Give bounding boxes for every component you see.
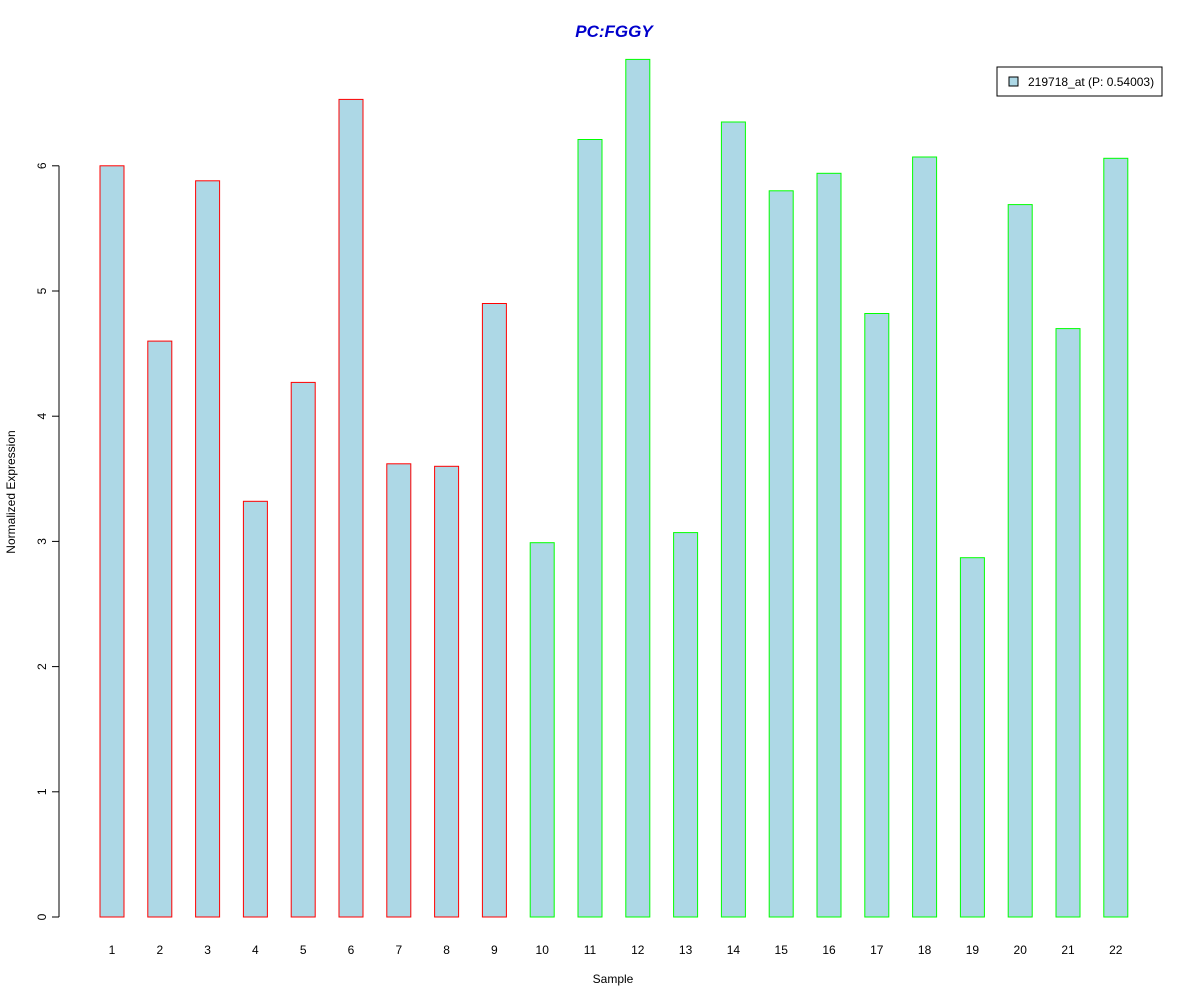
bar-sample-21 bbox=[1055, 328, 1081, 918]
bar-sample-11 bbox=[577, 139, 603, 918]
bar-sample-14 bbox=[720, 121, 746, 918]
legend: 219718_at (P: 0.54003) bbox=[996, 66, 1163, 97]
bar-sample-17 bbox=[864, 313, 890, 918]
x-tick-label: 13 bbox=[679, 943, 693, 957]
y-tick-label: 2 bbox=[35, 663, 49, 670]
x-tick-label: 3 bbox=[204, 943, 211, 957]
y-tick-label: 3 bbox=[35, 538, 49, 545]
chart-title: PC:FGGY bbox=[575, 22, 654, 41]
x-tick-label: 5 bbox=[300, 943, 307, 957]
x-tick-label: 15 bbox=[775, 943, 789, 957]
x-tick-label: 12 bbox=[631, 943, 645, 957]
bar-sample-22 bbox=[1103, 157, 1129, 918]
bar-sample-9 bbox=[481, 303, 507, 918]
bar-sample-7 bbox=[386, 463, 412, 918]
x-tick-label: 14 bbox=[727, 943, 741, 957]
x-tick-label: 17 bbox=[870, 943, 884, 957]
y-tick-label: 6 bbox=[35, 162, 49, 169]
bar-sample-1 bbox=[99, 165, 125, 918]
bar-sample-5 bbox=[290, 381, 316, 918]
x-tick-label: 7 bbox=[395, 943, 402, 957]
bar-sample-6 bbox=[338, 98, 364, 918]
legend-swatch bbox=[1008, 76, 1019, 87]
y-tick-label: 1 bbox=[35, 788, 49, 795]
legend-box bbox=[996, 66, 1163, 97]
y-tick-label: 0 bbox=[35, 913, 49, 920]
x-tick-label: 9 bbox=[491, 943, 498, 957]
x-tick-label: 10 bbox=[536, 943, 550, 957]
bars bbox=[99, 58, 1129, 918]
bar-sample-10 bbox=[529, 542, 555, 918]
x-tick-label: 6 bbox=[348, 943, 355, 957]
x-tick-label: 1 bbox=[109, 943, 116, 957]
x-tick-label: 21 bbox=[1061, 943, 1075, 957]
y-axis-label: Normalized Expression bbox=[4, 430, 18, 553]
x-tick-label: 2 bbox=[156, 943, 163, 957]
x-tick-label: 19 bbox=[966, 943, 980, 957]
x-tick-label: 11 bbox=[584, 943, 597, 957]
bar-sample-12 bbox=[625, 58, 651, 918]
bar-sample-2 bbox=[147, 340, 173, 918]
bar-sample-16 bbox=[816, 172, 842, 918]
bar-sample-20 bbox=[1007, 204, 1033, 918]
legend-label: 219718_at (P: 0.54003) bbox=[1028, 75, 1154, 89]
x-tick-label: 18 bbox=[918, 943, 932, 957]
bar-sample-18 bbox=[912, 156, 938, 918]
bar-sample-19 bbox=[959, 557, 985, 918]
bar-sample-13 bbox=[673, 532, 699, 918]
x-axis-label: Sample bbox=[593, 972, 634, 986]
x-tick-label: 20 bbox=[1014, 943, 1028, 957]
y-axis: 0 1 2 3 4 5 6 bbox=[35, 162, 60, 920]
x-tick-label: 22 bbox=[1109, 943, 1123, 957]
y-tick-label: 5 bbox=[35, 287, 49, 294]
x-tick-label: 16 bbox=[822, 943, 836, 957]
bar-sample-4 bbox=[242, 500, 268, 918]
bar-sample-15 bbox=[768, 190, 794, 918]
x-axis: 1 2 3 4 5 6 7 8 9 10 11 12 13 14 15 16 17 18 19 20 21 22 bbox=[109, 943, 1123, 957]
bar-sample-3 bbox=[195, 180, 221, 918]
y-tick-label: 4 bbox=[35, 413, 49, 420]
x-tick-label: 4 bbox=[252, 943, 259, 957]
x-tick-label: 8 bbox=[443, 943, 450, 957]
bar-sample-8 bbox=[434, 465, 460, 918]
